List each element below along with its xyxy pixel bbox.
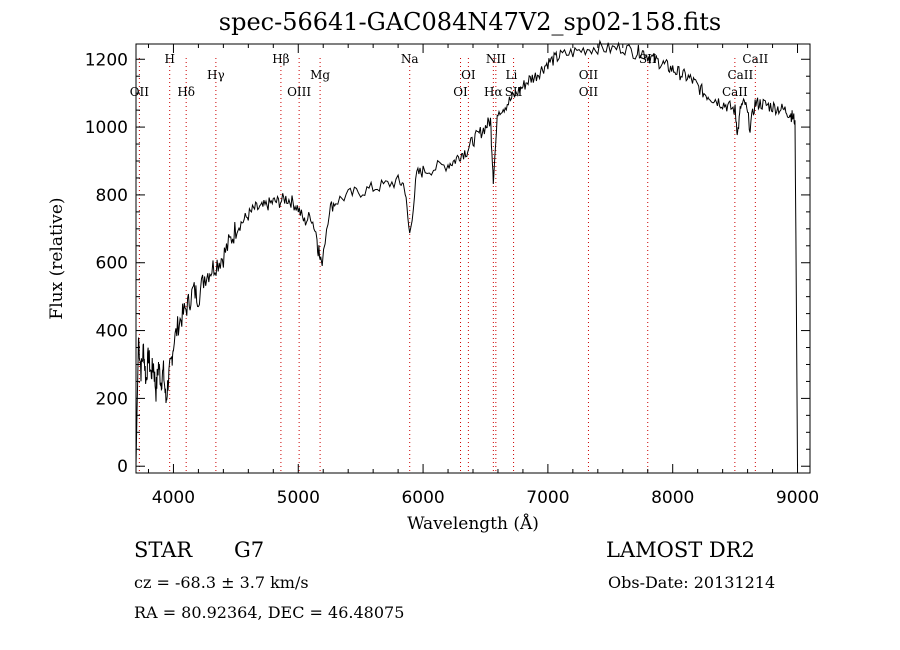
x-tick-label: 5000 xyxy=(277,488,320,508)
line-label-low: Hδ xyxy=(177,85,195,99)
obs-date: Obs-Date: 20131214 xyxy=(608,573,776,592)
object-type: STAR xyxy=(134,538,193,562)
object-class: G7 xyxy=(234,538,265,562)
line-label-low: OI xyxy=(453,85,468,99)
line-label-low: SII xyxy=(505,85,523,99)
y-tick-label: 600 xyxy=(96,254,128,274)
x-tick-label: 7000 xyxy=(526,488,569,508)
line-label-top: CaII xyxy=(742,52,768,66)
y-tick-label: 1200 xyxy=(85,50,128,70)
y-tick-label: 1000 xyxy=(85,118,128,138)
redshift-cz: cz = -68.3 ± 3.7 km/s xyxy=(134,573,309,592)
line-label-top: NII xyxy=(486,52,506,66)
y-tick-label: 800 xyxy=(96,186,128,206)
line-label-mid: Li xyxy=(506,68,518,82)
line-label-mid: Hγ xyxy=(207,68,225,82)
y-axis-label: Flux (relative) xyxy=(47,197,67,319)
line-label-mid: CaII xyxy=(727,68,753,82)
ra-dec: RA = 80.92364, DEC = 46.48075 xyxy=(134,603,405,622)
line-label-low: OIII xyxy=(287,85,311,99)
line-label-top: SII xyxy=(639,52,657,66)
line-label-low: OII xyxy=(130,85,150,99)
x-tick-label: 6000 xyxy=(401,488,444,508)
survey-name: LAMOST DR2 xyxy=(606,538,755,562)
line-label-mid: Mg xyxy=(310,68,330,82)
line-label-low: OII xyxy=(579,85,599,99)
chart-title: spec-56641-GAC084N47V2_sp02-158.fits xyxy=(218,8,722,36)
line-label-low: CaII xyxy=(722,85,748,99)
line-label-mid: OI xyxy=(461,68,476,82)
y-tick-label: 0 xyxy=(117,457,128,477)
line-label-top: Na xyxy=(401,52,419,66)
line-label-top: Hβ xyxy=(272,52,289,66)
x-tick-label: 9000 xyxy=(776,488,819,508)
line-label-top: H xyxy=(164,52,174,66)
y-tick-label: 400 xyxy=(96,322,128,342)
y-tick-label: 200 xyxy=(96,389,128,409)
x-axis-label: Wavelength (Å) xyxy=(407,513,539,534)
plot-frame xyxy=(135,43,811,474)
x-tick-label: 8000 xyxy=(651,488,694,508)
spectrum-line xyxy=(135,39,798,467)
line-label-low: Hα xyxy=(484,85,503,99)
line-label-mid: OII xyxy=(579,68,599,82)
x-tick-label: 4000 xyxy=(152,488,195,508)
